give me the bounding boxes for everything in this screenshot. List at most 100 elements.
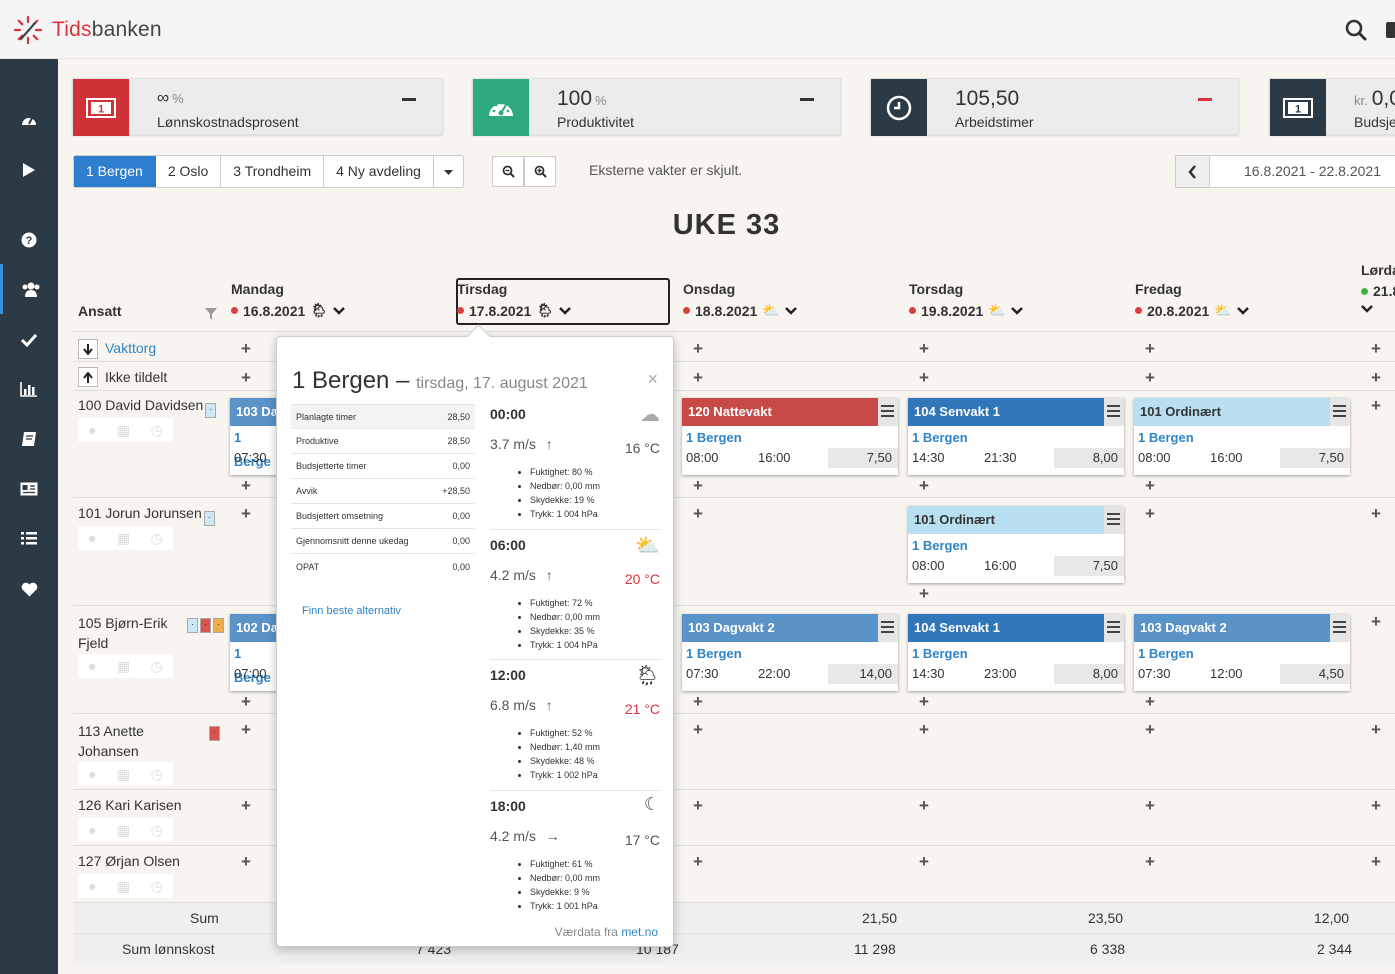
chevron-down-icon[interactable] <box>559 306 571 315</box>
add-shift-button[interactable]: + <box>1145 852 1155 871</box>
clock-icon[interactable]: ◷ <box>150 421 163 438</box>
add-shift-button[interactable]: + <box>693 692 703 711</box>
user-icon[interactable]: ● <box>88 766 97 782</box>
clock-icon[interactable]: ◷ <box>150 529 163 546</box>
clock-icon[interactable]: ◷ <box>150 765 163 782</box>
sidebar-help[interactable]: ? <box>0 215 58 265</box>
kpi-wage-cost[interactable]: 1 ∞% Lønnskostnadsprosent <box>72 78 443 136</box>
add-shift-button[interactable]: + <box>1371 339 1381 358</box>
add-shift-button[interactable]: + <box>241 852 251 871</box>
shift-card[interactable]: 101 Ordinært 1 Bergen 08:00 16:00 7,50 <box>908 506 1124 583</box>
menu-icon[interactable] <box>881 405 894 417</box>
add-shift-button[interactable]: + <box>1145 339 1155 358</box>
menu-icon[interactable] <box>1107 621 1120 633</box>
shift-card[interactable]: 104 Senvakt 1 1 Bergen 14:30 23:00 8,00 <box>908 614 1124 691</box>
day-header-saturday[interactable]: Lørda21.8 <box>1361 261 1395 316</box>
add-shift-button[interactable]: + <box>1145 720 1155 739</box>
zoom-out-button[interactable] <box>492 156 524 187</box>
shift-card[interactable]: 103 Dagvakt 2 1 Bergen 07:30 22:00 14,00 <box>682 614 898 691</box>
find-best-alternative-link[interactable]: Finn beste alternativ <box>302 605 402 617</box>
menu-icon[interactable] <box>1333 405 1346 417</box>
chevron-down-icon[interactable] <box>784 306 797 315</box>
add-shift-button[interactable]: + <box>1371 368 1381 387</box>
add-shift-button[interactable]: + <box>919 720 929 739</box>
add-shift-button[interactable]: + <box>1371 396 1381 415</box>
add-shift-button[interactable]: + <box>1145 796 1155 815</box>
day-header-friday[interactable]: Fredag 20.8.2021 ⛅ <box>1135 280 1249 319</box>
user-menu-icon[interactable] <box>1386 18 1395 42</box>
tab-ny-avdeling[interactable]: 4 Ny avdeling <box>324 156 434 187</box>
clock-icon[interactable]: ◷ <box>150 657 163 674</box>
add-shift-button[interactable]: + <box>919 368 929 387</box>
employee-name[interactable]: 127 Ørjan Olsen <box>78 853 180 869</box>
employee-name[interactable]: 113 Anette Johansen <box>78 723 144 759</box>
add-shift-button[interactable]: + <box>1145 692 1155 711</box>
add-shift-button[interactable]: + <box>693 796 703 815</box>
employee-name[interactable]: 126 Kari Karisen <box>78 797 182 813</box>
calendar-icon[interactable]: ▦ <box>117 821 131 838</box>
chevron-down-icon[interactable] <box>1361 305 1373 313</box>
tab-oslo[interactable]: 2 Oslo <box>156 156 222 187</box>
add-shift-button[interactable]: + <box>241 504 251 523</box>
add-shift-button[interactable]: + <box>919 796 929 815</box>
day-header-wednesday[interactable]: Onsdag 18.8.2021 ⛅ <box>683 280 797 319</box>
add-shift-button[interactable]: + <box>241 476 251 495</box>
close-icon[interactable]: × <box>647 369 658 389</box>
search-icon[interactable] <box>1344 18 1368 42</box>
menu-icon[interactable] <box>1107 405 1120 417</box>
employee-name[interactable]: 105 Bjørn-Erik Fjeld <box>78 615 168 651</box>
clock-icon[interactable]: ◷ <box>150 821 163 838</box>
add-shift-button[interactable]: + <box>693 852 703 871</box>
add-shift-button[interactable]: + <box>693 368 703 387</box>
calendar-icon[interactable]: ▦ <box>117 657 131 674</box>
sidebar-list[interactable] <box>0 513 58 563</box>
logo[interactable]: Tidsbanken <box>12 14 162 46</box>
add-shift-button[interactable]: + <box>1371 504 1381 523</box>
user-icon[interactable]: ● <box>88 530 97 546</box>
vakttorg-toggle[interactable] <box>78 339 98 359</box>
add-shift-button[interactable]: + <box>1145 368 1155 387</box>
ikke-tildelt-toggle[interactable] <box>78 367 98 387</box>
shift-card[interactable]: 104 Senvakt 1 1 Bergen 14:30 21:30 8,00 <box>908 398 1124 475</box>
vakttorg-link[interactable]: Vakttorg <box>105 340 157 356</box>
met-no-link[interactable]: met.no <box>621 925 658 939</box>
tab-bergen[interactable]: 1 Bergen <box>74 156 156 187</box>
kpi-work-hours[interactable]: 105,50 Arbeidstimer <box>870 78 1239 136</box>
shift-card[interactable]: 120 Nattevakt 1 Bergen 08:00 16:00 7,50 <box>682 398 898 475</box>
zoom-in-button[interactable] <box>524 156 556 187</box>
sidebar-favorites[interactable] <box>0 564 58 614</box>
user-icon[interactable]: ● <box>88 822 97 838</box>
day-header-tuesday[interactable]: Tirsdag 17.8.2021 🌦 <box>457 280 571 319</box>
calendar-icon[interactable]: ▦ <box>117 877 131 894</box>
filter-icon[interactable] <box>205 308 217 320</box>
kpi-budget[interactable]: 1 kr.0,0 Budsje <box>1269 78 1395 136</box>
calendar-icon[interactable]: ▦ <box>117 421 131 438</box>
chevron-down-icon[interactable] <box>1010 306 1023 315</box>
calendar-icon[interactable]: ▦ <box>117 765 131 782</box>
user-icon[interactable]: ● <box>88 878 97 894</box>
sidebar-employees[interactable] <box>0 264 58 314</box>
shift-card[interactable]: 101 Ordinært 1 Bergen 08:00 16:00 7,50 <box>1134 398 1350 475</box>
add-shift-button[interactable]: + <box>693 720 703 739</box>
add-shift-button[interactable]: + <box>693 476 703 495</box>
sidebar-reports[interactable] <box>0 364 58 414</box>
day-header-thursday[interactable]: Torsdag 19.8.2021 ⛅ <box>909 280 1023 319</box>
sidebar-dashboard[interactable] <box>0 95 58 145</box>
add-shift-button[interactable]: + <box>919 692 929 711</box>
shift-card[interactable]: 102 Da 1 Berge 07:00 <box>230 614 280 691</box>
kpi-productivity[interactable]: 100% Produktivitet <box>472 78 841 136</box>
menu-icon[interactable] <box>881 621 894 633</box>
menu-icon[interactable] <box>1333 621 1346 633</box>
add-shift-button[interactable]: + <box>1371 852 1381 871</box>
add-shift-button[interactable]: + <box>241 692 251 711</box>
add-shift-button[interactable]: + <box>1371 720 1381 739</box>
tab-trondheim[interactable]: 3 Trondheim <box>221 156 325 187</box>
sidebar-book[interactable] <box>0 414 58 464</box>
menu-icon[interactable] <box>1107 513 1120 525</box>
day-header-monday[interactable]: Mandag 16.8.2021 🌦 <box>231 280 345 319</box>
clock-icon[interactable]: ◷ <box>150 877 163 894</box>
sidebar-play[interactable] <box>0 145 58 195</box>
date-range[interactable]: 16.8.2021 - 22.8.2021 <box>1244 163 1382 179</box>
add-shift-button[interactable]: + <box>241 796 251 815</box>
add-shift-button[interactable]: + <box>693 339 703 358</box>
